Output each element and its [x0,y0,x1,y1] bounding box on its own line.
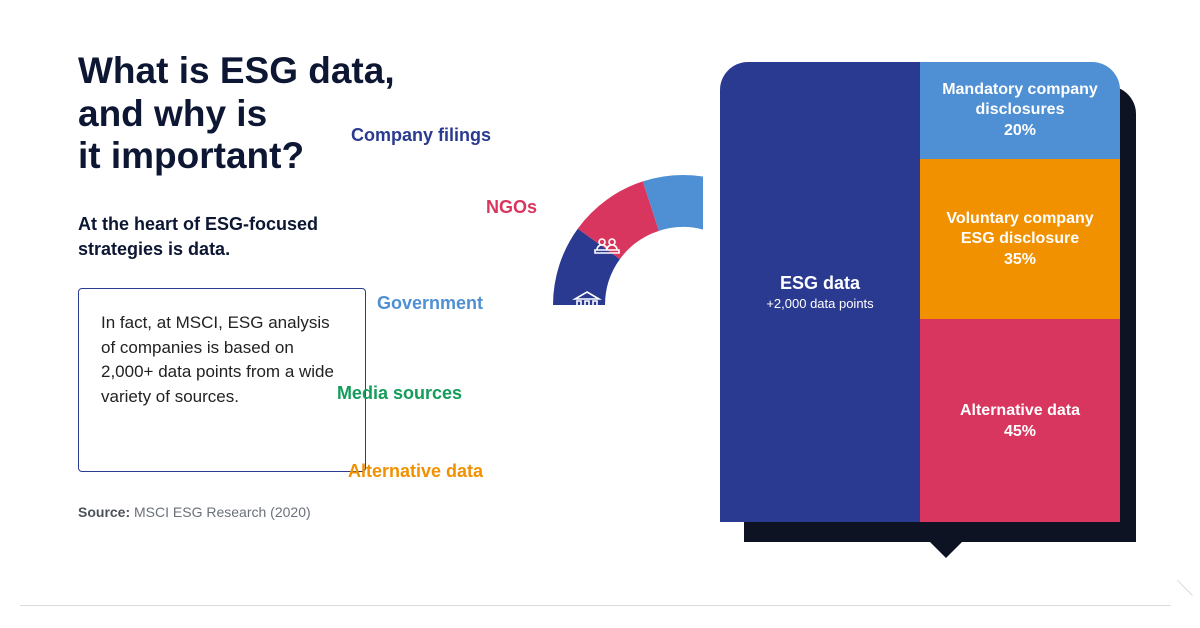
bar-segment: Mandatory company disclosures 20% [920,62,1120,159]
bar-segment-title: Mandatory company disclosures [930,80,1110,120]
donut-segment-label: Alternative data [348,461,483,482]
bar-left-subtitle: +2,000 data points [766,296,873,311]
page-title: What is ESG data, and why is it importan… [78,50,395,178]
subtitle-line: strategies is data. [78,237,318,262]
donut-svg [503,125,703,485]
source-label: Source: [78,504,130,520]
circuit-icon [634,397,666,425]
sources-donut-chart: Company filingsNGOsGovernmentMedia sourc… [503,125,703,485]
pointer-tail [928,540,964,558]
footer-rule [20,605,1180,606]
callout-box: In fact, at MSCI, ESG analysis of compan… [78,288,366,472]
bar-segment-pct: 20% [1004,122,1036,140]
source-citation: Source: MSCI ESG Research (2020) [78,504,311,520]
source-text: MSCI ESG Research (2020) [134,504,311,520]
megaphone-icon [596,353,617,373]
donut-segment-label: Company filings [351,125,491,146]
bars: ESG data +2,000 data points Mandatory co… [720,62,1120,522]
bar-segment-pct: 45% [1004,423,1036,441]
donut-segment-label: Government [377,293,483,314]
bar-right-column: Mandatory company disclosures 20% Voluntar… [920,62,1120,522]
bar-left-title: ESG data [766,273,873,294]
bar-segment-pct: 35% [1004,251,1036,269]
bar-segment: Alternative data 45% [920,319,1120,522]
bar-left-column: ESG data +2,000 data points [720,62,920,522]
title-line: it important? [78,135,395,178]
title-line: What is ESG data, [78,50,395,93]
bar-segment: Voluntary company ESG disclosure 35% [920,159,1120,319]
esg-data-stacked-bars: ESG data +2,000 data points Mandatory co… [720,62,1120,522]
donut-segment-label: Media sources [337,383,462,404]
page-subtitle: At the heart of ESG-focused strategies i… [78,212,318,262]
bar-segment-title: Voluntary company ESG disclosure [930,209,1110,249]
donut-segment-label: NGOs [486,197,537,218]
subtitle-line: At the heart of ESG-focused [78,212,318,237]
callout-text: In fact, at MSCI, ESG analysis of compan… [101,311,343,410]
bar-segment-title: Alternative data [960,401,1080,421]
title-line: and why is [78,93,395,136]
